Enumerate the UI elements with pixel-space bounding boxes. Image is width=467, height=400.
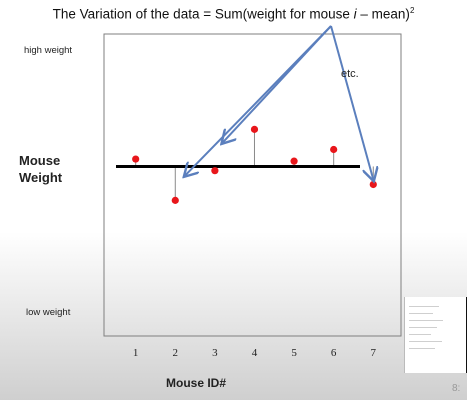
video-thumbnail[interactable] <box>404 297 467 373</box>
timestamp-fragment: 8: <box>452 383 461 394</box>
high-weight-label: high weight <box>24 45 73 56</box>
x-tick-label: 1 <box>133 347 139 359</box>
x-tick-label: 3 <box>212 347 218 359</box>
low-weight-label: low weight <box>26 307 71 318</box>
x-axis-title: Mouse ID# <box>166 376 227 390</box>
data-point <box>250 125 259 133</box>
x-tick-label: 2 <box>173 347 179 359</box>
data-point <box>330 145 338 154</box>
mouse-weight-label-line1: Mouse <box>19 153 61 168</box>
x-tick-label: 7 <box>371 347 377 359</box>
x-tick-label: 6 <box>331 347 337 359</box>
data-point <box>211 167 219 175</box>
x-tick-label: 5 <box>291 347 297 359</box>
data-point <box>369 180 377 189</box>
data-point <box>171 196 179 204</box>
mouse-weight-label-line2: Weight <box>19 170 63 185</box>
data-point <box>290 157 298 165</box>
pointer-arrow <box>223 25 332 142</box>
pointer-arrow <box>330 25 373 179</box>
x-tick-label: 4 <box>252 347 258 359</box>
etc-label: etc. <box>341 68 359 80</box>
slide-title: The Variation of the data = Sum(weight f… <box>52 6 415 22</box>
plot-frame <box>103 33 402 337</box>
mouse-weight-label: Mouse Weight <box>19 152 62 186</box>
data-point <box>132 155 140 163</box>
